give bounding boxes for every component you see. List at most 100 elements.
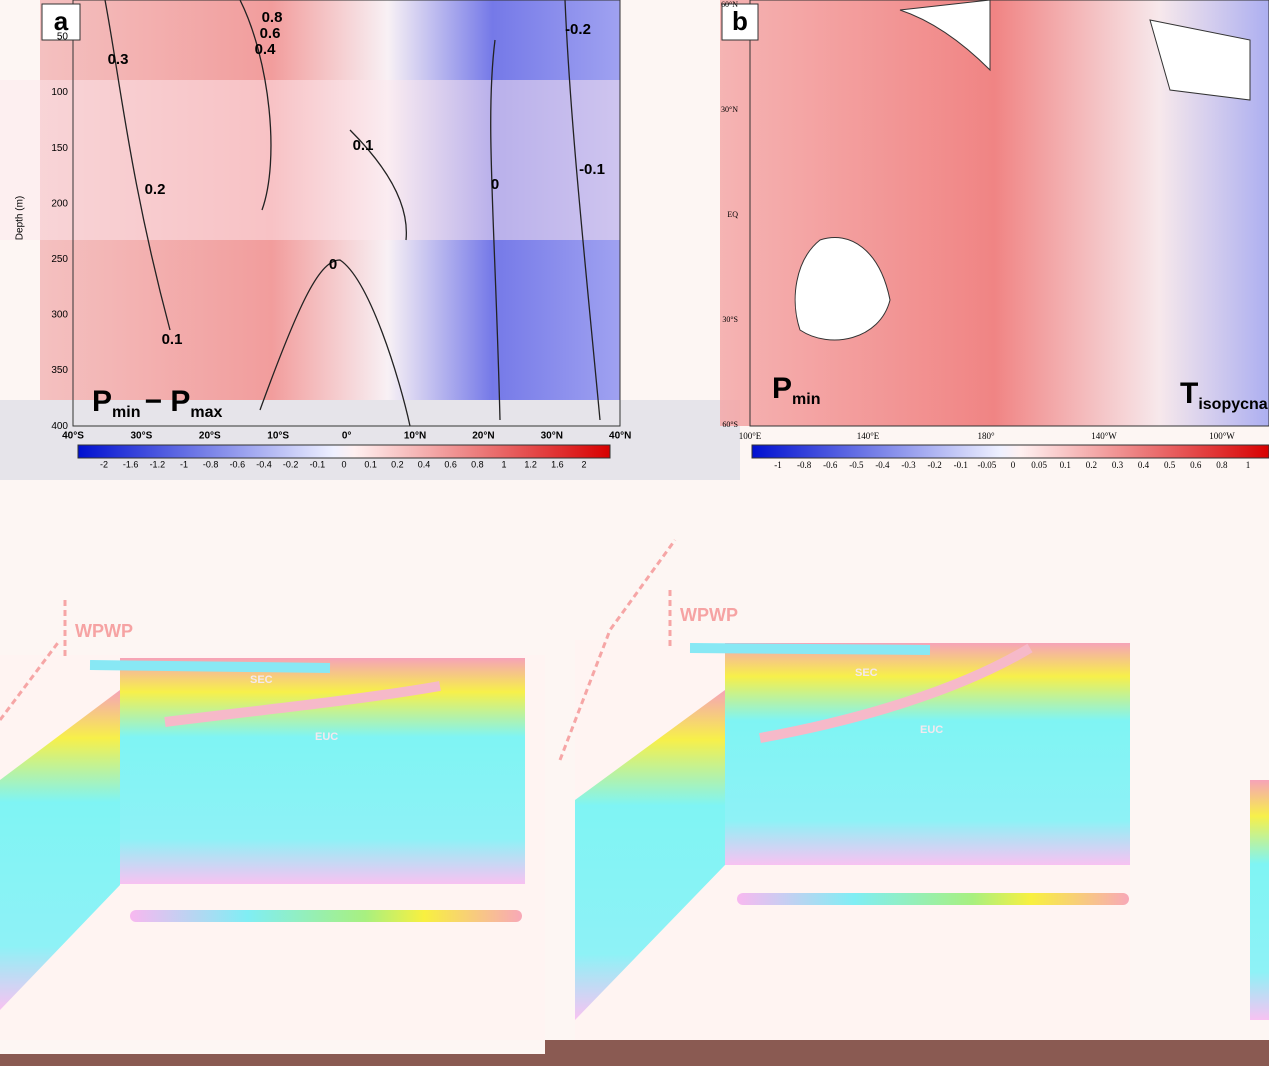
colorbar-label: 1 xyxy=(501,459,506,469)
colorbar-label: -0.05 xyxy=(978,460,997,470)
lon-tick-label: 180° xyxy=(977,431,995,441)
axis-band xyxy=(0,400,740,480)
lat-tick-label: 60°S xyxy=(722,420,738,429)
land xyxy=(899,0,1251,101)
colorbar-label: 0.2 xyxy=(1086,460,1097,470)
colorbar-label: -0.8 xyxy=(203,459,219,469)
colorbar-label: 0.05 xyxy=(1031,460,1047,470)
contour-label: 0 xyxy=(329,256,337,273)
contour-label: 0.3 xyxy=(108,51,129,68)
artifact-band xyxy=(0,80,620,240)
colorbar-label: -0.1 xyxy=(954,460,968,470)
convection-arrow xyxy=(558,539,677,761)
contour-label: 0.1 xyxy=(353,137,374,154)
contour-label: 0.1 xyxy=(162,331,183,348)
x-tick-label: 10°S xyxy=(267,431,289,442)
colorbar-label: -1 xyxy=(180,459,188,469)
map-frame xyxy=(749,0,1269,427)
euc-arrow xyxy=(759,643,1033,743)
colorbar-label: -1 xyxy=(774,460,782,470)
ocean-section xyxy=(725,643,1130,865)
x-tick-label: 20°S xyxy=(199,431,221,442)
lon-tick-label: 140°W xyxy=(1091,431,1117,441)
colorbar-label: 0.4 xyxy=(1138,460,1150,470)
bottom-strip xyxy=(0,1054,545,1066)
current-label: EUC xyxy=(315,731,338,743)
colorbar-label: 1.6 xyxy=(551,459,564,469)
colorbar-label: 0.1 xyxy=(1060,460,1071,470)
land xyxy=(794,237,891,341)
colorbar-label: -0.6 xyxy=(230,459,246,469)
contour-label: 0.4 xyxy=(255,41,277,58)
panel-title: Pmin xyxy=(772,372,820,408)
x-tick-label: 10°N xyxy=(404,431,426,442)
colorbar-label: -2 xyxy=(100,459,108,469)
colorbar-label: -0.2 xyxy=(928,460,942,470)
colorbar xyxy=(77,444,611,459)
ocean-section xyxy=(120,658,525,884)
colorbar-label: -0.4 xyxy=(256,459,272,469)
x-tick-label: 40°S xyxy=(62,431,84,442)
colorbar-label: 0.6 xyxy=(444,459,457,469)
x-tick-label: 40°N xyxy=(609,431,631,442)
sec-arrow xyxy=(89,660,331,673)
colorbar-label: -1.2 xyxy=(150,459,166,469)
contour-label: -0.1 xyxy=(579,161,605,178)
colorbar-label: -0.3 xyxy=(901,460,916,470)
colorbar-label: 0.6 xyxy=(1190,460,1202,470)
colorbar-label: 0 xyxy=(341,459,346,469)
y-tick-label: 350 xyxy=(51,365,68,376)
contour-label: 0.8 xyxy=(262,9,283,26)
colorbar xyxy=(751,444,1269,459)
colorbar-label: -0.5 xyxy=(849,460,864,470)
colorbar-label: 0.3 xyxy=(1112,460,1124,470)
contour-label: -0.2 xyxy=(565,21,591,38)
euc-arrow xyxy=(164,681,441,727)
colorbar-label: 0.8 xyxy=(471,459,484,469)
colorbar-label: -0.1 xyxy=(310,459,326,469)
lat-tick-label: 30°S xyxy=(722,315,738,324)
x-tick-label: 30°N xyxy=(541,431,563,442)
colorbar-label: -0.6 xyxy=(823,460,838,470)
x-tick-label: 0° xyxy=(342,431,352,442)
x-tick-label: 30°S xyxy=(131,431,153,442)
plot-frame xyxy=(72,0,621,427)
colorbar-label: -0.8 xyxy=(797,460,812,470)
ocean-wall xyxy=(1250,780,1269,1020)
y-tick-label: 300 xyxy=(51,310,68,321)
current-label: WPWP xyxy=(75,621,133,641)
contour-label: 0.6 xyxy=(260,25,281,42)
colorbar-label: 0.8 xyxy=(1216,460,1228,470)
y-tick-label: 250 xyxy=(51,254,68,265)
lat-tick-label: EQ xyxy=(727,210,738,219)
colorbar-label: 2 xyxy=(581,459,586,469)
panel-title: Pmin − Pmax xyxy=(92,385,222,421)
colorbar-label: 1 xyxy=(1246,460,1251,470)
current-label: EUC xyxy=(920,724,943,736)
lon-tick-label: 140°E xyxy=(857,431,880,441)
panel-title: Tisopycna xyxy=(1180,377,1268,413)
y-tick-label: 150 xyxy=(51,143,68,154)
lat-tick-label: 30°N xyxy=(721,105,738,114)
colorbar-label: 0 xyxy=(1011,460,1016,470)
contour-label: 0 xyxy=(491,176,499,193)
colorbar-label: 0.5 xyxy=(1164,460,1176,470)
panel-label: b xyxy=(732,6,748,36)
current-label: SEC xyxy=(250,674,273,686)
panel-label-box xyxy=(41,3,81,41)
current-label: SEC xyxy=(855,667,878,679)
colorbar-label: -1.6 xyxy=(123,459,139,469)
color-legend xyxy=(130,910,522,922)
colorbar-label: 0.4 xyxy=(418,459,431,469)
colorbar-label: -0.2 xyxy=(283,459,299,469)
x-tick-label: 20°N xyxy=(472,431,494,442)
contour-label: 0.2 xyxy=(145,181,166,198)
colorbar-label: -0.4 xyxy=(875,460,890,470)
colorbar-label: 0.1 xyxy=(364,459,377,469)
sec-arrow xyxy=(689,643,931,655)
colorbar-label: 0.2 xyxy=(391,459,404,469)
panel-label-box xyxy=(721,3,759,41)
convection-arrow xyxy=(0,600,67,721)
